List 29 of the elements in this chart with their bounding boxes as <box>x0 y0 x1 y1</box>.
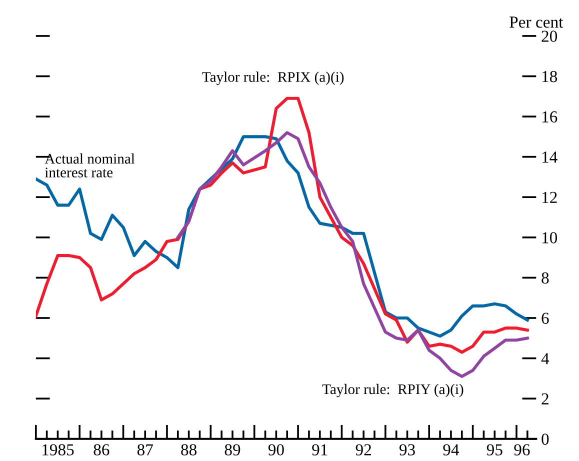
x-tick-label: 94 <box>443 444 460 456</box>
x-tick-label: 89 <box>224 444 240 456</box>
series-label: Taylor rule: RPIY (a)(i) <box>322 384 464 398</box>
y-tick-label: 14 <box>542 152 558 163</box>
y-tick-label: 20 <box>542 30 558 42</box>
x-tick-label: 87 <box>137 444 153 456</box>
x-tick-label: 92 <box>356 444 371 456</box>
y-tick-label: 8 <box>542 272 549 284</box>
y-tick-label: 0 <box>542 434 549 445</box>
x-tick-label: 1985 <box>42 444 74 456</box>
line-series <box>36 135 529 338</box>
x-tick-label: 96 <box>514 444 530 456</box>
y-tick-label: 18 <box>542 70 558 82</box>
line-series <box>176 131 529 378</box>
x-tick-label: 95 <box>486 444 502 456</box>
y-tick-label: 2 <box>542 393 548 404</box>
x-tick-label: 91 <box>312 444 328 456</box>
y-tick-label: 6 <box>542 312 549 324</box>
y-tick-label: 10 <box>542 232 558 244</box>
y-tick-label: 4 <box>541 353 550 364</box>
x-tick-label: 93 <box>399 444 415 456</box>
y-tick-label: 12 <box>542 192 557 203</box>
x-tick-label: 88 <box>181 444 197 456</box>
y-tick-label: 16 <box>542 111 558 122</box>
series-label: Actual nominal interest rate <box>44 153 135 178</box>
y-axis-title: Per cent <box>510 16 564 28</box>
series-label: Taylor rule: RPIX (a)(i) <box>202 72 344 85</box>
x-tick-label: 90 <box>268 444 284 456</box>
x-tick-label: 86 <box>94 444 110 456</box>
